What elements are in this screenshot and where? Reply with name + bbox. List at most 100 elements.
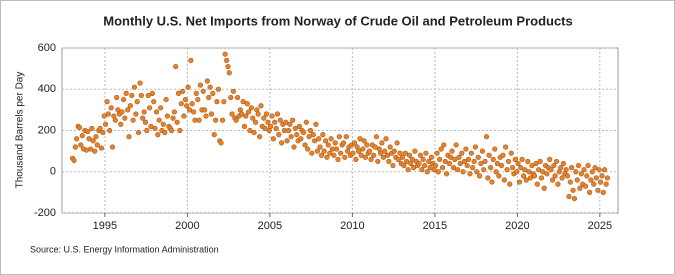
data-point bbox=[213, 117, 219, 123]
data-point bbox=[599, 173, 605, 179]
data-point bbox=[119, 109, 125, 115]
data-point bbox=[493, 169, 499, 175]
data-point bbox=[479, 148, 485, 154]
data-point bbox=[79, 133, 85, 139]
data-point bbox=[270, 136, 276, 142]
data-point bbox=[443, 171, 450, 177]
data-point bbox=[593, 175, 599, 181]
data-point bbox=[446, 160, 452, 167]
data-point bbox=[300, 129, 307, 136]
data-point bbox=[142, 119, 149, 125]
data-point bbox=[109, 144, 116, 150]
data-point bbox=[185, 84, 191, 90]
data-point bbox=[316, 136, 322, 142]
data-point bbox=[244, 101, 250, 107]
data-point bbox=[152, 125, 158, 132]
x-tick-label: 2005 bbox=[258, 220, 282, 232]
data-point bbox=[449, 148, 455, 154]
data-point bbox=[107, 127, 113, 134]
data-point bbox=[204, 78, 210, 84]
data-point bbox=[325, 142, 331, 148]
data-point bbox=[122, 115, 128, 121]
data-point bbox=[292, 125, 298, 132]
data-point bbox=[372, 144, 378, 150]
data-point bbox=[191, 109, 197, 115]
data-point bbox=[140, 115, 146, 121]
data-point bbox=[173, 63, 179, 70]
x-tick-label: 2010 bbox=[340, 220, 364, 232]
data-point bbox=[536, 167, 542, 173]
data-point bbox=[554, 158, 560, 165]
data-point bbox=[269, 113, 275, 119]
data-point bbox=[76, 124, 83, 131]
y-tick-label: 400 bbox=[38, 83, 56, 95]
data-point bbox=[239, 111, 245, 117]
data-point bbox=[399, 154, 406, 160]
data-point bbox=[135, 129, 142, 136]
data-point bbox=[129, 92, 135, 99]
data-point bbox=[519, 156, 525, 162]
x-tick-label: 2015 bbox=[423, 220, 447, 232]
data-point bbox=[234, 94, 241, 101]
data-point bbox=[114, 94, 120, 101]
data-point bbox=[567, 179, 573, 185]
data-point bbox=[450, 165, 457, 171]
data-point bbox=[277, 117, 283, 123]
data-point bbox=[112, 117, 118, 123]
data-point bbox=[420, 156, 426, 162]
data-point bbox=[170, 115, 176, 121]
data-point bbox=[92, 148, 98, 154]
data-point bbox=[97, 125, 103, 132]
data-point bbox=[434, 150, 440, 156]
data-point bbox=[514, 169, 520, 175]
data-point bbox=[343, 134, 349, 140]
data-point bbox=[175, 90, 182, 96]
data-point bbox=[156, 117, 162, 123]
data-point bbox=[551, 162, 557, 169]
data-point bbox=[171, 109, 177, 115]
x-tick-label: 2025 bbox=[588, 220, 612, 232]
data-point bbox=[276, 132, 282, 138]
data-point bbox=[221, 99, 227, 105]
data-point bbox=[127, 103, 133, 109]
data-point bbox=[507, 181, 513, 187]
data-point bbox=[457, 160, 463, 167]
data-point bbox=[570, 187, 576, 193]
data-point bbox=[342, 154, 348, 160]
data-point bbox=[333, 146, 340, 152]
data-point bbox=[482, 158, 488, 165]
data-point bbox=[569, 165, 575, 171]
data-point bbox=[541, 185, 547, 191]
data-point bbox=[340, 140, 347, 146]
data-point bbox=[563, 167, 569, 173]
data-point bbox=[475, 154, 481, 160]
data-point bbox=[402, 150, 408, 156]
data-point bbox=[134, 99, 140, 105]
data-point bbox=[589, 169, 595, 175]
data-point bbox=[591, 181, 597, 187]
data-point bbox=[498, 162, 505, 169]
data-point bbox=[515, 160, 521, 167]
data-point bbox=[494, 160, 500, 167]
data-point bbox=[516, 179, 523, 185]
data-point bbox=[241, 123, 248, 129]
data-point bbox=[527, 175, 533, 181]
data-point bbox=[574, 177, 580, 183]
data-point bbox=[360, 146, 366, 152]
data-point bbox=[518, 165, 524, 171]
data-point bbox=[409, 156, 415, 162]
data-point bbox=[470, 165, 476, 171]
data-point bbox=[419, 167, 425, 173]
data-point bbox=[596, 167, 602, 173]
data-point bbox=[230, 88, 237, 94]
data-point bbox=[131, 84, 138, 90]
data-point bbox=[439, 165, 446, 171]
data-point bbox=[247, 127, 253, 134]
data-point bbox=[290, 117, 296, 123]
data-point bbox=[351, 140, 358, 146]
data-point bbox=[188, 57, 194, 63]
data-point bbox=[459, 150, 465, 156]
data-point bbox=[327, 150, 333, 156]
data-point bbox=[437, 156, 443, 162]
data-point bbox=[148, 123, 154, 129]
